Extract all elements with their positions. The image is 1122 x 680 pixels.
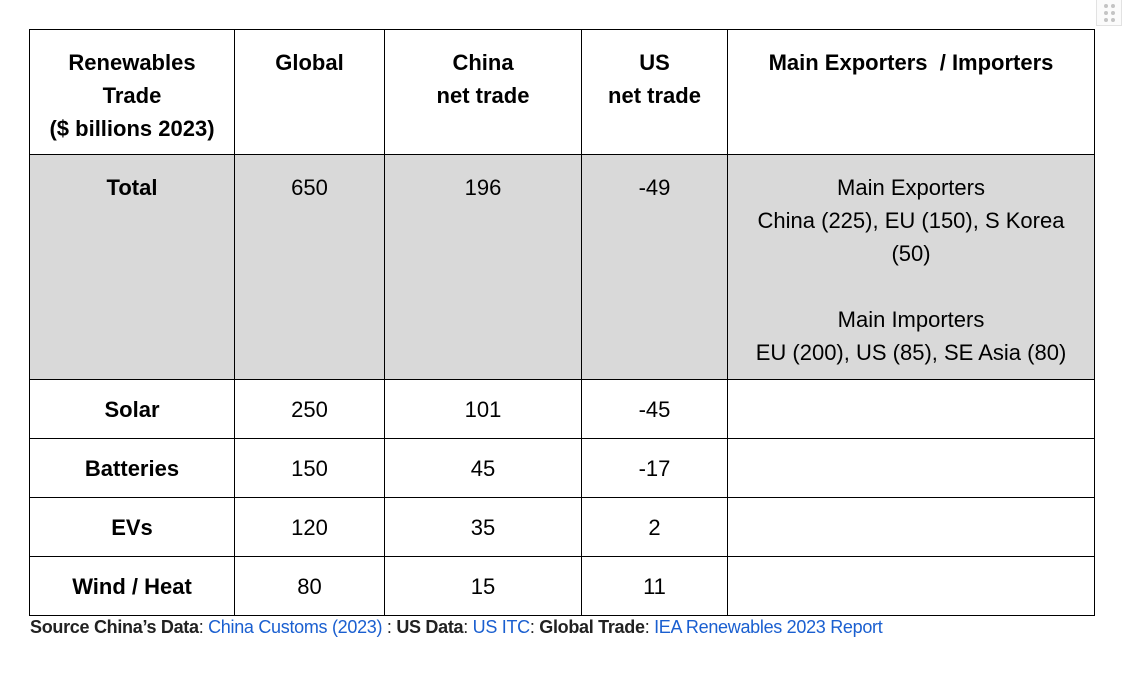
global-value: 650 (234, 154, 385, 380)
us-value: -45 (581, 379, 728, 439)
header-us-net-trade: US net trade (581, 29, 728, 155)
source-prefix: Source (30, 617, 90, 637)
china-value: 45 (384, 438, 582, 498)
iea-report-link[interactable]: IEA Renewables 2023 Report (654, 617, 883, 637)
us-value: -17 (581, 438, 728, 498)
table-row: Solar 250 101 -45 (29, 379, 1095, 439)
table-header-row: Renewables Trade ($ billions 2023) Globa… (29, 29, 1095, 155)
exporters-importers-cell (727, 556, 1095, 616)
global-value: 250 (234, 379, 385, 439)
exporters-importers-cell (727, 379, 1095, 439)
header-global: Global (234, 29, 385, 155)
china-value: 101 (384, 379, 582, 439)
row-label: Wind / Heat (29, 556, 235, 616)
exporters-importers-cell (727, 438, 1095, 498)
importers-line: EU (200), US (85), SE Asia (80) (755, 340, 1067, 365)
exporters-importers-cell (727, 497, 1095, 557)
exporters-title: Main Exporters (837, 175, 985, 200)
header-renewables-trade: Renewables Trade ($ billions 2023) (29, 29, 235, 155)
source-caption: Source China’s Data: China Customs (2023… (30, 617, 883, 637)
china-value: 35 (384, 497, 582, 557)
row-label: EVs (29, 497, 235, 557)
drag-handle-icon[interactable] (1096, 0, 1122, 26)
header-china-net-trade: China net trade (384, 29, 582, 155)
importers-title: Main Importers (837, 307, 985, 332)
global-value: 150 (234, 438, 385, 498)
us-itc-link[interactable]: US ITC (472, 617, 531, 637)
row-label: Solar (29, 379, 235, 439)
exporters-importers-cell: Main Exporters China (225), EU (150), S … (727, 154, 1095, 380)
table-row: Wind / Heat 80 15 11 (29, 556, 1095, 616)
exporters-line: China (225), EU (150), S Korea (757, 208, 1065, 233)
us-value: 11 (581, 556, 728, 616)
row-label: Total (29, 154, 235, 380)
renewables-trade-table: Renewables Trade ($ billions 2023) Globa… (29, 29, 1095, 616)
global-trade-label: Global Trade (539, 617, 645, 637)
global-value: 120 (234, 497, 385, 557)
row-label: Batteries (29, 438, 235, 498)
table-row-total: Total 650 196 -49 Main Exporters China (… (29, 154, 1095, 380)
exporters-line: (50) (891, 241, 931, 266)
source-separator: : (382, 617, 397, 637)
table-row: EVs 120 35 2 (29, 497, 1095, 557)
china-value: 196 (384, 154, 582, 380)
china-customs-link[interactable]: China Customs (2023) (208, 617, 383, 637)
us-value: -49 (581, 154, 728, 380)
china-data-label: China’s Data (93, 617, 199, 637)
table-row: Batteries 150 45 -17 (29, 438, 1095, 498)
global-value: 80 (234, 556, 385, 616)
header-main-exporters-importers: Main Exporters / Importers (727, 29, 1095, 155)
us-data-label: US Data (396, 617, 464, 637)
us-value: 2 (581, 497, 728, 557)
china-value: 15 (384, 556, 582, 616)
